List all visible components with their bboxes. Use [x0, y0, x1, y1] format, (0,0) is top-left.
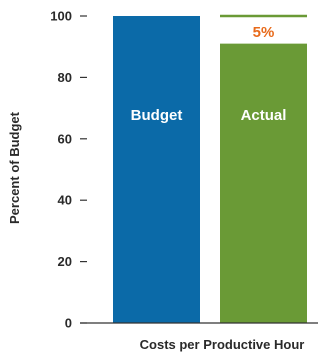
bar-label-budget: Budget: [131, 107, 183, 124]
y-tick-label: 0: [65, 316, 72, 331]
y-tick-label: 100: [50, 9, 72, 24]
y-axis-title: Percent of Budget: [7, 111, 22, 224]
bar-actual: [220, 43, 307, 323]
annotation: 5%: [220, 14, 307, 41]
bar-label-actual: Actual: [241, 107, 287, 124]
bar-labels: Budget Actual: [131, 107, 287, 124]
bar-budget: [113, 16, 200, 323]
y-tick-label: 40: [58, 193, 72, 208]
bars: [113, 16, 307, 323]
y-tick-label: 20: [58, 254, 72, 269]
y-axis: 0 20 40 60 80 100: [50, 9, 87, 331]
variance-label: 5%: [253, 24, 275, 41]
x-axis-title: Costs per Productive Hour: [140, 337, 305, 352]
y-tick-label: 60: [58, 131, 72, 146]
y-tick-label: 80: [58, 70, 72, 85]
